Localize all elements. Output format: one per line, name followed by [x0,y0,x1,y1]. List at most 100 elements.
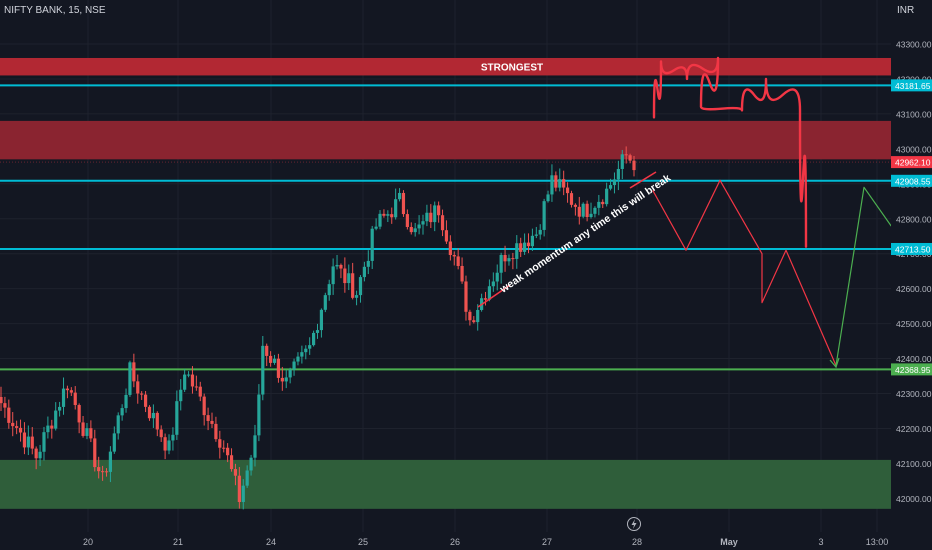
candle [147,405,152,421]
candle [628,153,632,164]
candle [311,330,316,347]
candle [50,419,54,439]
candle [11,412,15,437]
candle [487,279,492,302]
candle [452,251,456,266]
candle [429,204,433,229]
candle [214,416,218,442]
candle [550,164,554,202]
candle [22,422,27,455]
candle [374,218,378,231]
x-tick-label: 27 [542,537,552,547]
candle [183,369,187,392]
candle [155,411,159,437]
candle [136,374,140,404]
candle [280,366,284,391]
candle [245,465,249,488]
x-tick-label: 26 [450,537,460,547]
candle [276,353,281,383]
y-tick-label: 43000.00 [896,144,932,154]
y-tick-label: 42000.00 [896,494,932,504]
y-tick-label: 42300.00 [896,389,932,399]
price-label-bg [891,156,932,169]
candle [472,316,476,324]
projection-arrowhead [829,357,840,369]
candle [300,345,304,364]
candle [237,467,241,509]
candle [503,245,507,272]
candle [437,201,441,223]
y-tick-label: 42200.00 [896,424,932,434]
candle [491,272,495,292]
candle [632,156,636,177]
candle [292,358,296,376]
annotation-arrow-left [477,284,511,308]
candle [608,178,613,191]
price-label-bg [891,79,932,92]
candle [81,415,85,438]
candle [65,385,70,399]
candle [18,419,23,442]
candle [335,254,339,270]
candle [272,354,277,365]
y-tick-label: 42600.00 [896,284,932,294]
candle [601,199,605,209]
price-zones: STRONGEST [0,57,891,509]
candle [69,387,73,396]
candle [284,370,288,389]
candle [421,214,425,235]
candle [573,203,577,216]
zone-0 [0,57,891,76]
price-axis: 42000.00 42100.00 42200.00 42300.00 42400.00… [891,0,932,532]
candle [585,200,589,222]
y-tick-label: 42800.00 [896,214,932,224]
candle [589,202,593,219]
zone-1 [0,120,891,160]
projection-2 [835,186,892,367]
candle [186,371,191,378]
candle [499,252,503,284]
y-tick-label: 42400.00 [896,354,932,364]
candle [100,465,105,481]
candle [42,426,46,461]
bolt-icon[interactable] [627,517,641,531]
candle [597,194,601,216]
candle [198,381,202,402]
candle [605,182,609,207]
candle [202,393,206,426]
currency-label: INR [897,5,914,16]
candle [253,424,257,467]
candle [319,308,324,338]
candle [140,391,144,400]
candle [456,248,460,270]
candle [249,454,253,476]
x-tick-label: 21 [173,537,183,547]
candle [519,237,523,258]
candle [476,304,480,331]
candle [206,407,210,431]
candle [30,427,34,455]
candle [163,433,167,460]
candle [354,290,359,306]
candle [124,388,128,413]
candle [460,257,464,284]
candle [522,233,527,255]
candle [401,190,406,217]
candle [304,345,308,360]
candle [269,351,273,367]
candle [128,360,132,397]
candle [558,168,562,192]
candle [483,291,488,306]
candle [151,404,155,428]
candle [257,384,261,442]
candle [577,196,581,225]
candle [34,446,38,470]
candle [179,379,183,411]
x-tick-label: 24 [266,537,276,547]
candle [386,210,390,223]
projection-1 [652,179,837,367]
x-tick-label: 28 [632,537,642,547]
candle [397,188,402,202]
candle [347,264,351,291]
